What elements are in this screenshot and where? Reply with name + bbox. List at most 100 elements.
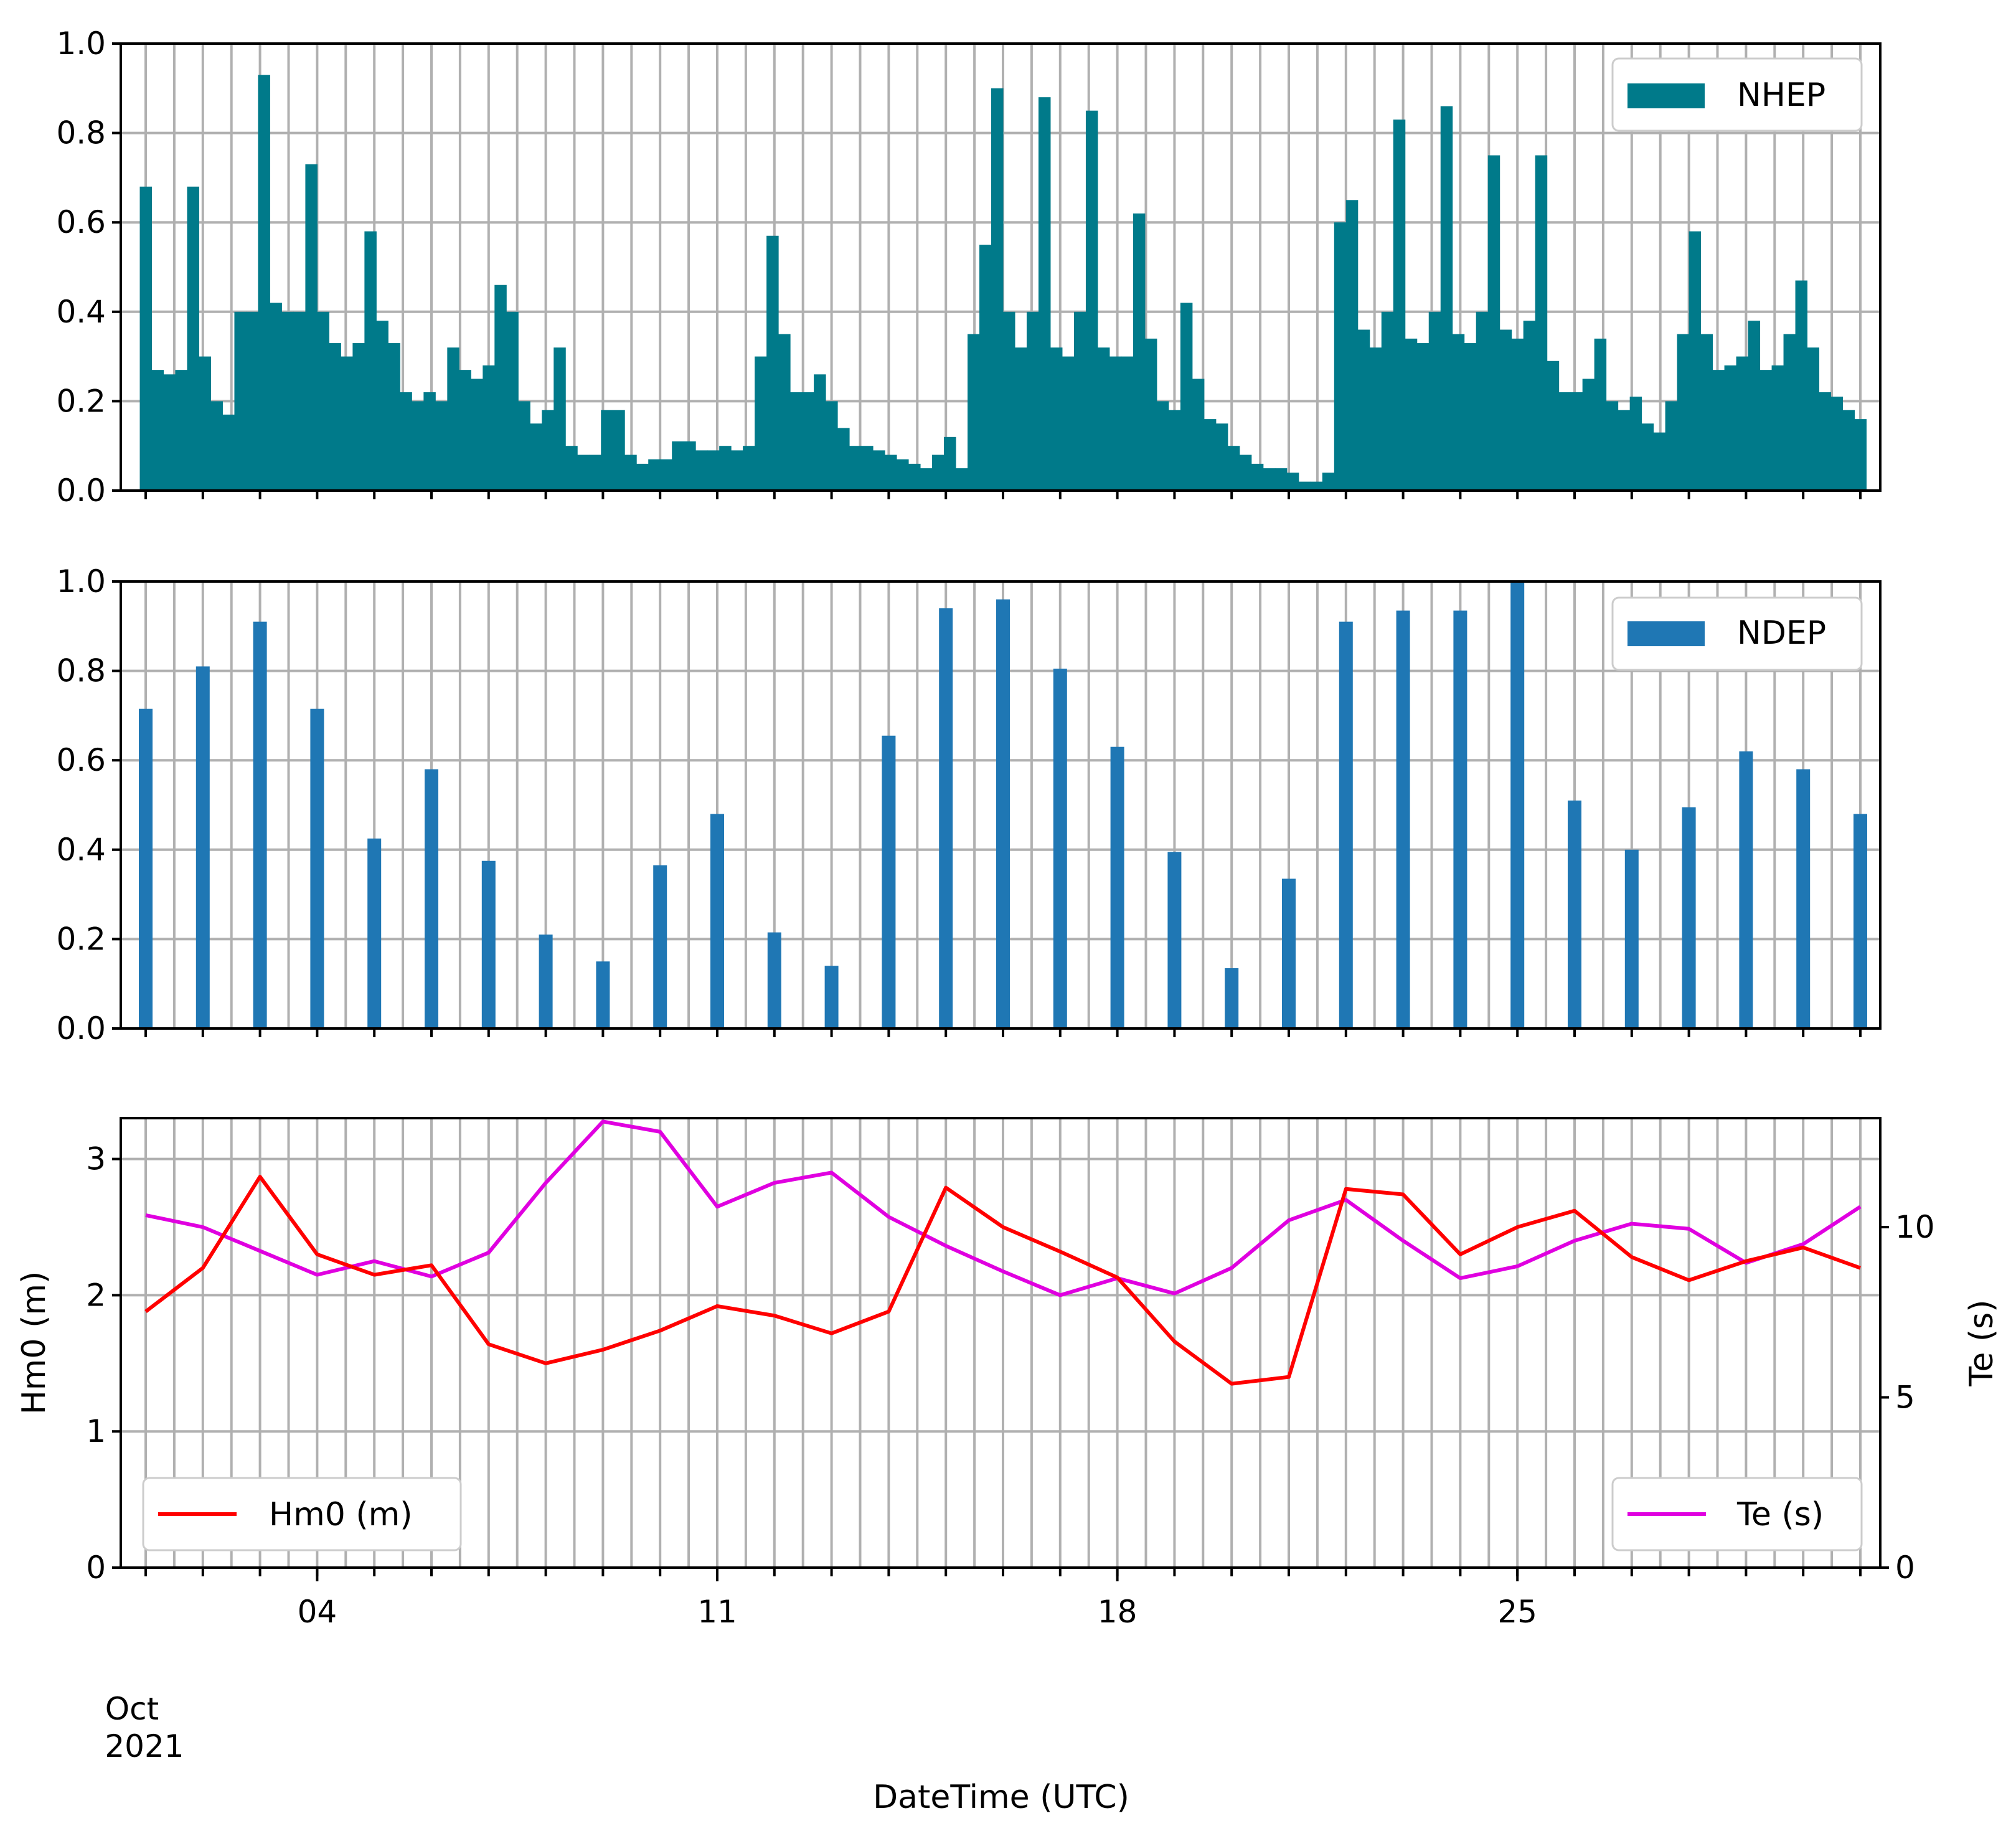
nhep-bar bbox=[341, 356, 353, 491]
nhep-bar bbox=[1629, 397, 1642, 491]
nhep-bar bbox=[1121, 356, 1134, 491]
ndep-bar bbox=[481, 860, 496, 1028]
hm0-legend: Hm0 (m) bbox=[142, 1477, 462, 1551]
wave-frame bbox=[120, 1117, 1882, 1569]
nhep-bar bbox=[281, 311, 294, 491]
nhep-bar bbox=[1144, 338, 1157, 491]
hm0-axis-label: Hm0 (m) bbox=[16, 1271, 53, 1415]
ndep-bar bbox=[882, 735, 896, 1028]
nhep-y-ticks: 0.0 0.2 0.4 0.6 0.8 1.0 bbox=[56, 26, 1862, 509]
nhep-bar bbox=[1689, 231, 1702, 491]
nhep-bar bbox=[1405, 338, 1418, 491]
nhep-bar bbox=[1535, 155, 1548, 491]
ndep-bar bbox=[1339, 621, 1353, 1028]
y-tick-label: 0.2 bbox=[56, 383, 106, 419]
nhep-bar bbox=[199, 356, 211, 491]
nhep-bar bbox=[920, 468, 933, 491]
ndep-bar bbox=[1624, 849, 1639, 1028]
ndep-bar bbox=[1110, 746, 1124, 1028]
nhep-bar bbox=[968, 334, 980, 491]
nhep-bar bbox=[234, 311, 247, 491]
nhep-bar bbox=[1168, 410, 1181, 491]
nhep-bar bbox=[636, 463, 649, 491]
nhep-bar bbox=[494, 285, 507, 491]
nhep-bar bbox=[1854, 419, 1867, 491]
ndep-bar bbox=[253, 621, 267, 1028]
nhep-bar bbox=[1487, 155, 1500, 491]
y-tick-label: 0.2 bbox=[56, 921, 106, 957]
nhep-bar bbox=[1345, 200, 1359, 491]
nhep-bar bbox=[1665, 401, 1678, 491]
nhep-bar bbox=[518, 401, 530, 491]
nhep-bar bbox=[459, 370, 471, 491]
nhep-bar bbox=[1322, 473, 1335, 491]
nhep-bar bbox=[849, 446, 862, 491]
nhep-bar bbox=[778, 334, 791, 491]
x-tick-label: 18 bbox=[1098, 1594, 1138, 1630]
nhep-bar bbox=[1499, 329, 1512, 491]
nhep-bar bbox=[305, 164, 318, 491]
ndep-bar bbox=[824, 966, 839, 1028]
nhep-bar bbox=[364, 231, 377, 491]
nhep-bar bbox=[1334, 222, 1347, 491]
nhep-bar bbox=[175, 370, 187, 491]
nhep-bar bbox=[1239, 454, 1252, 491]
nhep-bar bbox=[1736, 356, 1749, 491]
nhep-bar bbox=[979, 245, 992, 491]
nhep-bar bbox=[684, 441, 696, 491]
nhep-bar bbox=[1381, 311, 1394, 491]
nhep-bar bbox=[861, 446, 874, 491]
hm0-legend-label: Hm0 (m) bbox=[269, 1496, 413, 1533]
right-y-tick-label: 0 bbox=[1895, 1550, 1915, 1586]
nhep-bar bbox=[1393, 120, 1406, 491]
ndep-bars bbox=[139, 581, 1867, 1028]
x-tick-label: 11 bbox=[697, 1594, 737, 1630]
nhep-bar bbox=[1771, 365, 1784, 491]
nhep-bar bbox=[601, 410, 613, 491]
te-axis-label: Te (s) bbox=[1963, 1299, 2000, 1386]
x-start-month-label: Oct bbox=[105, 1691, 159, 1727]
y-tick-label: 0.8 bbox=[56, 653, 106, 689]
right-y-tick-label: 5 bbox=[1895, 1380, 1915, 1416]
nhep-bar bbox=[1700, 334, 1713, 491]
nhep-bars bbox=[139, 75, 1867, 491]
ndep-bar bbox=[195, 666, 210, 1028]
nhep-bar bbox=[329, 343, 341, 491]
nhep-bar bbox=[317, 311, 329, 491]
nhep-legend-swatch bbox=[1627, 83, 1705, 108]
te-legend-label: Te (s) bbox=[1736, 1496, 1824, 1533]
y-tick-label: 0.0 bbox=[56, 473, 106, 509]
nhep-bar bbox=[1050, 347, 1063, 491]
nhep-bar bbox=[672, 441, 684, 491]
nhep-bar bbox=[270, 303, 282, 491]
ndep-bar bbox=[1739, 751, 1753, 1028]
nhep-bar bbox=[1298, 481, 1311, 491]
nhep-bar bbox=[1547, 360, 1560, 491]
ndep-bar bbox=[367, 838, 382, 1028]
nhep-bar bbox=[1097, 347, 1110, 491]
nhep-bar bbox=[1759, 370, 1773, 491]
nhep-bar bbox=[293, 311, 306, 491]
nhep-bar bbox=[1606, 401, 1619, 491]
nhep-bar bbox=[423, 392, 436, 491]
ndep-bar bbox=[596, 961, 610, 1028]
te-legend-box bbox=[1611, 1477, 1863, 1551]
nhep-bar bbox=[530, 423, 542, 491]
nhep-bar bbox=[1724, 365, 1737, 491]
nhep-bar bbox=[1677, 334, 1690, 491]
ndep-bar bbox=[1453, 610, 1467, 1028]
nhep-bar bbox=[1180, 303, 1193, 491]
nhep-bar bbox=[1003, 311, 1015, 491]
nhep-bar bbox=[885, 454, 897, 491]
wave-ticks: 0 1 2 3 0 5 10 04 11 18 25 bbox=[86, 1141, 1934, 1630]
ndep-bar bbox=[1682, 807, 1696, 1028]
nhep-legend: NHEP bbox=[1611, 57, 1863, 132]
ndep-bar bbox=[1225, 968, 1239, 1028]
ndep-y-ticks: 0.0 0.2 0.4 0.6 0.8 1.0 bbox=[56, 563, 1862, 1047]
nhep-bar bbox=[1712, 370, 1725, 491]
nhep-bar bbox=[766, 235, 779, 491]
nhep-bar bbox=[1357, 329, 1370, 491]
nhep-bar bbox=[1369, 347, 1382, 491]
nhep-bar bbox=[648, 459, 661, 491]
nhep-legend-label: NHEP bbox=[1737, 77, 1825, 114]
